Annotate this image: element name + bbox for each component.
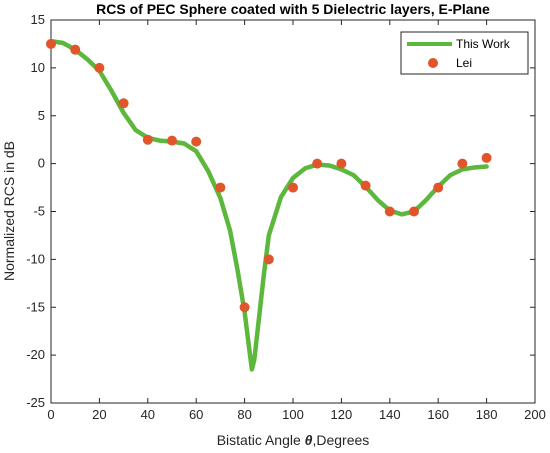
x-tick-label: 100 — [282, 407, 304, 422]
lei-data-point — [263, 254, 274, 265]
lei-data-point — [384, 206, 395, 217]
lei-data-point — [46, 38, 56, 49]
y-axis-label: Normalized RCS in dB — [1, 141, 17, 281]
lei-data-point — [239, 302, 250, 313]
chart-title: RCS of PEC Sphere coated with 5 Dielectr… — [96, 1, 490, 17]
series-layer — [46, 38, 492, 372]
y-tick-label: 5 — [38, 108, 45, 123]
x-tick-label: 80 — [237, 407, 251, 422]
x-tick-label: 200 — [524, 407, 546, 422]
lei-data-point — [360, 180, 371, 191]
lei-data-point — [191, 136, 202, 147]
y-tick-label: 10 — [31, 60, 45, 75]
x-tick-label: 140 — [379, 407, 401, 422]
x-tick-label: 60 — [189, 407, 203, 422]
lei-data-point — [481, 152, 492, 163]
x-axis: 0 20 40 60 80 100 120 140 160 180 200 — [47, 20, 546, 422]
lei-data-point — [409, 206, 419, 217]
plot-frame — [50, 19, 536, 404]
y-tick-label: 0 — [38, 156, 45, 171]
x-tick-label: 20 — [92, 407, 106, 422]
x-tick-label: 180 — [476, 407, 498, 422]
lei-data-point — [70, 44, 81, 55]
legend-lei-label: Lei — [456, 56, 472, 70]
lei-data-point — [457, 158, 468, 169]
lei-data-point — [433, 182, 444, 193]
series-line-this-work — [48, 38, 489, 372]
y-tick-label: -10 — [26, 251, 45, 266]
lei-data-point — [94, 62, 105, 73]
lei-data-point — [288, 182, 298, 193]
theta-symbol: θ — [305, 432, 313, 448]
y-tick-label: -15 — [26, 299, 45, 314]
lei-data-point — [142, 134, 153, 145]
x-axis-label: Bistatic Angle θ,Degrees — [217, 432, 370, 448]
x-tick-label: 40 — [141, 407, 155, 422]
lei-data-point — [215, 182, 226, 193]
lei-data-point — [336, 158, 347, 169]
legend-this-work-label: This Work — [456, 37, 511, 51]
y-tick-label: -25 — [26, 395, 45, 410]
legend: This Work Lei — [400, 31, 529, 75]
lei-data-point — [167, 135, 177, 146]
x-tick-label: 0 — [47, 407, 54, 422]
x-tick-label: 160 — [427, 407, 449, 422]
legend-box — [400, 31, 529, 75]
lei-data-point — [312, 158, 323, 169]
y-tick-label: -20 — [26, 347, 45, 362]
lei-data-point — [118, 98, 129, 109]
y-tick-label: -5 — [33, 204, 45, 219]
legend-lei-swatch — [428, 58, 438, 68]
y-axis: -25 -20 -15 -10 -5 0 5 10 15 — [26, 12, 535, 410]
y-tick-label: 15 — [31, 12, 45, 27]
x-tick-label: 120 — [331, 407, 353, 422]
